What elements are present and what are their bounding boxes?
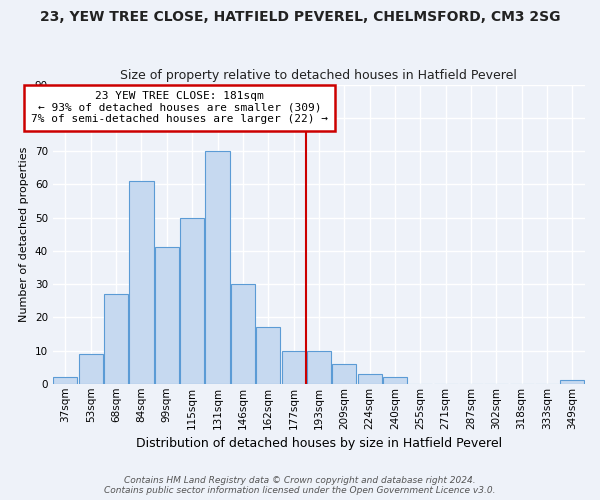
Bar: [560, 380, 584, 384]
Text: 23, YEW TREE CLOSE, HATFIELD PEVEREL, CHELMSFORD, CM3 2SG: 23, YEW TREE CLOSE, HATFIELD PEVEREL, CH…: [40, 10, 560, 24]
Bar: [383, 377, 407, 384]
Bar: [256, 327, 280, 384]
Bar: [104, 294, 128, 384]
Bar: [231, 284, 255, 384]
Bar: [281, 350, 305, 384]
Bar: [332, 364, 356, 384]
Bar: [130, 181, 154, 384]
Text: 23 YEW TREE CLOSE: 181sqm
← 93% of detached houses are smaller (309)
7% of semi-: 23 YEW TREE CLOSE: 181sqm ← 93% of detac…: [31, 91, 328, 124]
Bar: [307, 350, 331, 384]
Bar: [358, 374, 382, 384]
Bar: [155, 248, 179, 384]
Bar: [180, 218, 204, 384]
Bar: [53, 377, 77, 384]
Title: Size of property relative to detached houses in Hatfield Peverel: Size of property relative to detached ho…: [121, 69, 517, 82]
Text: Contains HM Land Registry data © Crown copyright and database right 2024.
Contai: Contains HM Land Registry data © Crown c…: [104, 476, 496, 495]
Bar: [205, 151, 230, 384]
X-axis label: Distribution of detached houses by size in Hatfield Peverel: Distribution of detached houses by size …: [136, 437, 502, 450]
Y-axis label: Number of detached properties: Number of detached properties: [19, 146, 29, 322]
Bar: [79, 354, 103, 384]
